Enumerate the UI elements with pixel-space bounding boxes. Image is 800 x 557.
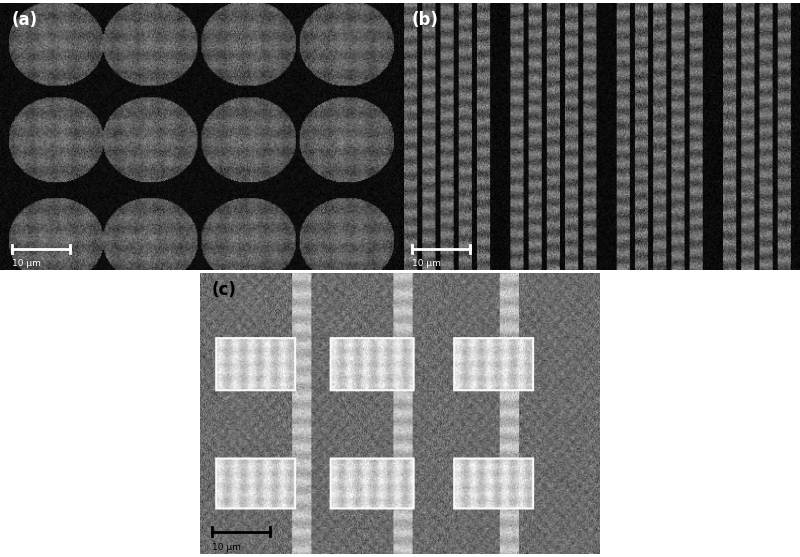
Text: (b): (b) (412, 11, 439, 29)
Text: (c): (c) (212, 281, 237, 299)
Text: 10 μm: 10 μm (12, 260, 41, 268)
Text: (a): (a) (12, 11, 38, 29)
Text: 10 μm: 10 μm (212, 543, 241, 552)
Text: 10 μm: 10 μm (412, 260, 441, 268)
